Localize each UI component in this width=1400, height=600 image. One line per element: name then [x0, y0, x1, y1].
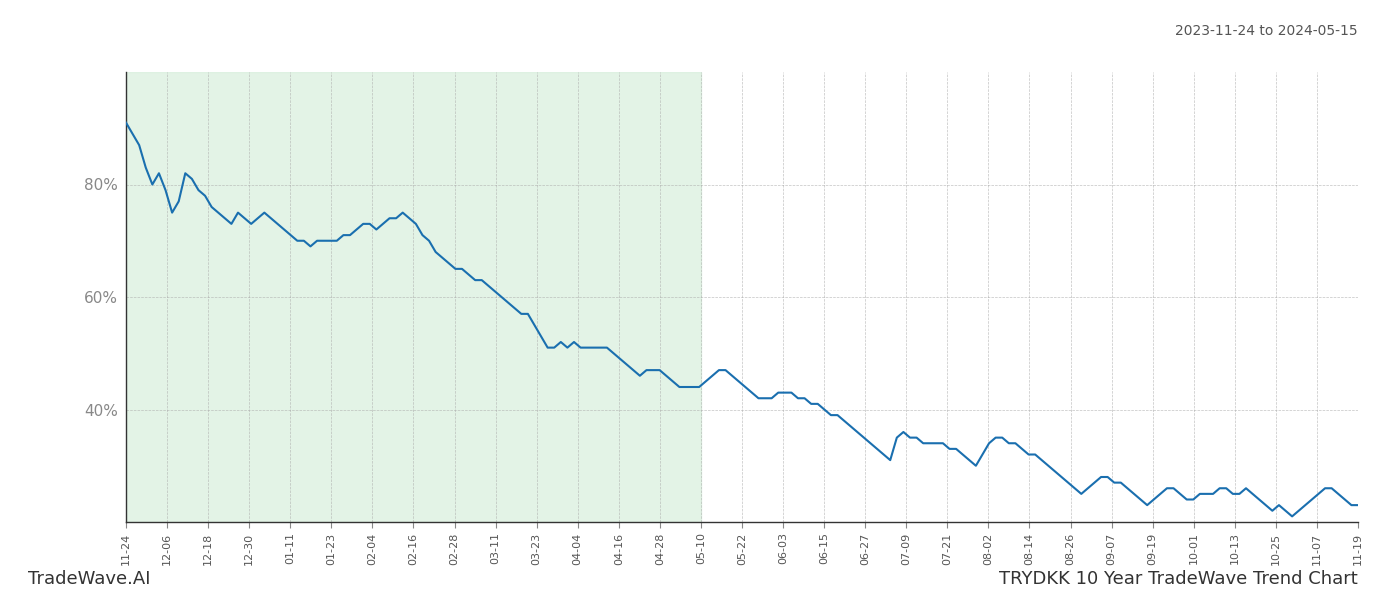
Text: TradeWave.AI: TradeWave.AI: [28, 570, 151, 588]
Text: 2023-11-24 to 2024-05-15: 2023-11-24 to 2024-05-15: [1176, 24, 1358, 38]
Text: TRYDKK 10 Year TradeWave Trend Chart: TRYDKK 10 Year TradeWave Trend Chart: [1000, 570, 1358, 588]
Bar: [126, 72, 701, 522]
